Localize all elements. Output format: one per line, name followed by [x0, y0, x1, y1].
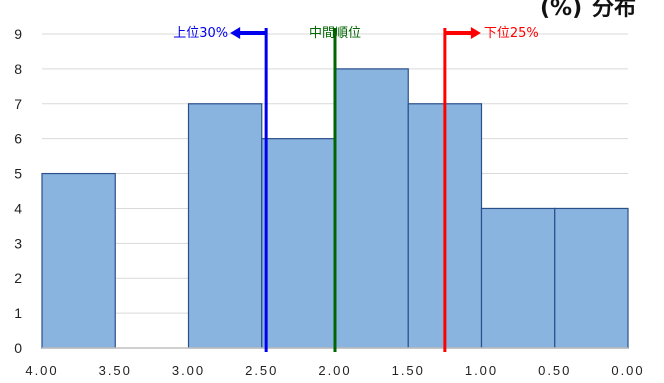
annotation-label-2: 下位25% — [484, 26, 539, 41]
y-axis-ticks: 0 1 2 3 4 5 6 7 8 9 — [14, 26, 22, 356]
histogram-bar-3 — [261, 138, 336, 349]
chart-title-fragment-2: 分布 — [592, 0, 636, 21]
x-tick-label-4: 2.00 — [318, 363, 351, 378]
annotations: 上位30% 中間順位 下位25% — [173, 26, 539, 352]
annotation-label-0: 上位30% — [173, 26, 228, 41]
x-axis-ticks: 4.00 3.50 3.00 2.50 2.00 1.50 1.00 0.50 0.00 — [25, 363, 644, 378]
bars — [41, 68, 629, 349]
annotation-arrowhead-2 — [470, 27, 481, 39]
y-tick-label-1: 1 — [14, 305, 22, 321]
histogram-bar-7 — [554, 207, 629, 349]
x-tick-label-5: 1.50 — [392, 363, 425, 378]
histogram-bar-4 — [334, 68, 409, 349]
annotation-1: 中間順位 — [309, 26, 361, 352]
chart-title-fragment-1: (%) — [540, 0, 582, 21]
y-tick-label-8: 8 — [14, 61, 22, 77]
y-tick-label-4: 4 — [14, 200, 22, 216]
x-tick-label-3: 2.50 — [245, 363, 278, 378]
annotation-2: 下位25% — [443, 26, 539, 352]
y-tick-label-6: 6 — [14, 131, 22, 147]
y-tick-label-7: 7 — [14, 96, 22, 112]
x-tick-label-1: 3.50 — [99, 363, 132, 378]
annotation-label-1: 中間順位 — [309, 26, 361, 41]
annotation-0: 上位30% — [173, 26, 268, 352]
y-tick-label-3: 3 — [14, 235, 22, 251]
histogram-bar-6 — [480, 207, 556, 349]
title-layer: (%) 分布 — [540, 0, 636, 21]
histogram-bar-2 — [187, 103, 263, 349]
y-tick-label-5: 5 — [14, 166, 22, 182]
x-tick-label-2: 3.00 — [172, 363, 205, 378]
annotation-arrowhead-0 — [230, 27, 241, 39]
y-tick-label-2: 2 — [14, 270, 22, 286]
y-tick-label-0: 0 — [14, 340, 22, 356]
x-tick-label-8: 0.00 — [611, 363, 644, 378]
x-tick-label-0: 4.00 — [25, 363, 58, 378]
y-tick-label-9: 9 — [14, 26, 22, 42]
x-tick-label-6: 1.00 — [465, 363, 498, 378]
x-tick-label-7: 0.50 — [538, 363, 571, 378]
histogram-bar-0 — [41, 172, 116, 349]
